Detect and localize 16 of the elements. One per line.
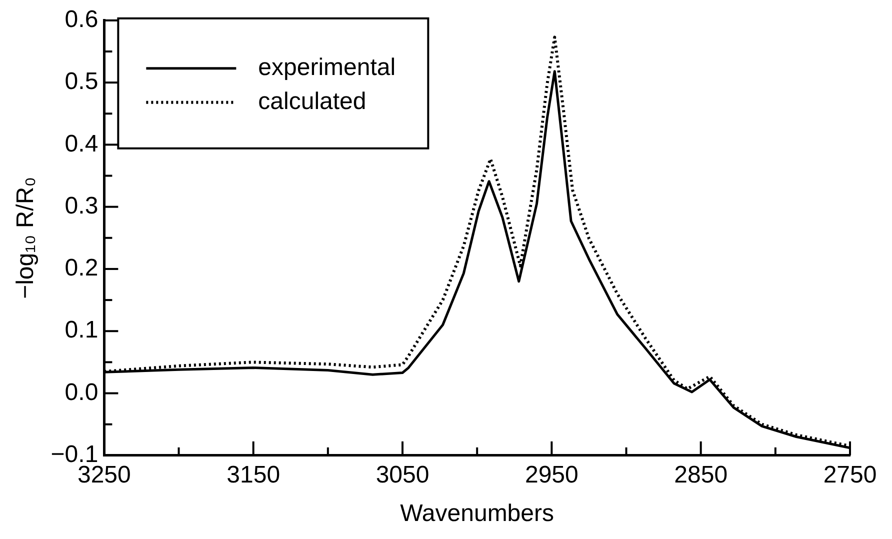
y-axis-title: −log₁₀ R/R₀ — [12, 176, 40, 299]
legend-label: calculated — [258, 88, 366, 116]
y-tick-label: 0.3 — [64, 192, 98, 220]
x-tick-label: 2750 — [823, 461, 877, 488]
y-tick-label: 0.2 — [64, 254, 98, 282]
legend-label: experimental — [258, 54, 396, 82]
x-tick-label: 3050 — [376, 461, 430, 488]
x-tick-label: 2950 — [524, 461, 578, 488]
x-axis-title: Wavenumbers — [400, 500, 554, 528]
y-tick-label: 0.1 — [64, 316, 98, 344]
x-tick-label: 2850 — [674, 461, 728, 488]
y-tick-label: 0.5 — [64, 68, 98, 96]
y-tick-label: 0.0 — [64, 378, 98, 406]
y-tick-label: 0.4 — [64, 130, 98, 158]
y-tick-label: 0.6 — [64, 6, 98, 34]
x-tick-label: 3150 — [226, 461, 280, 488]
